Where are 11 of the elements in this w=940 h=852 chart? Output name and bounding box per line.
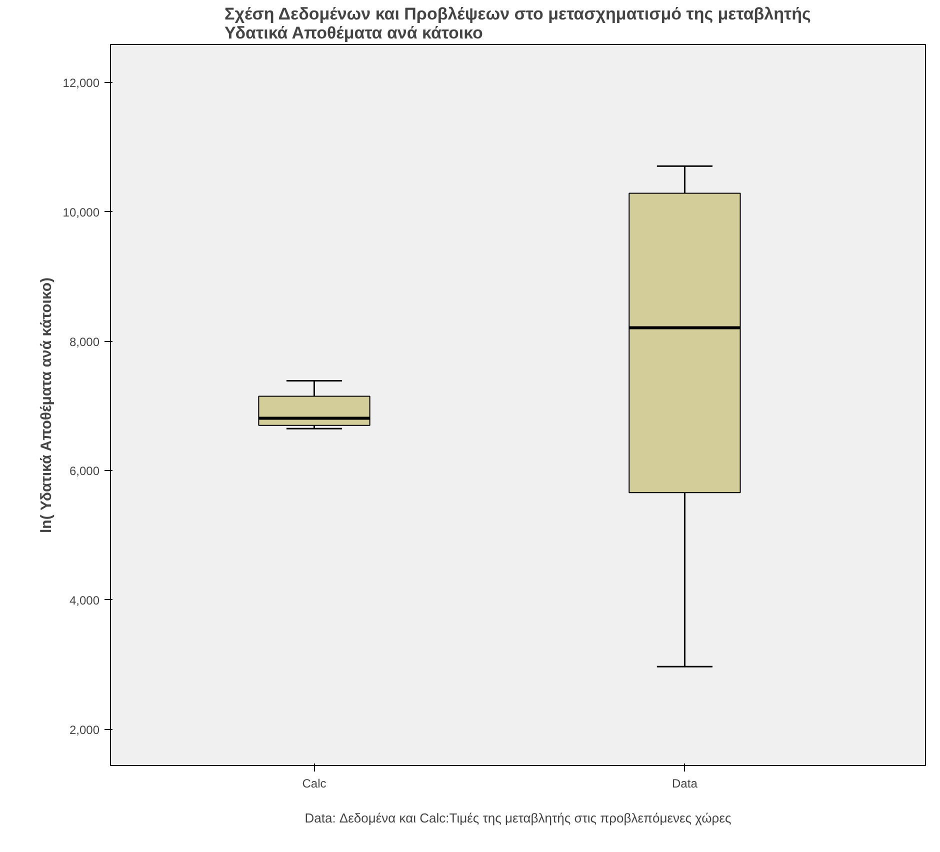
y-tick-label: 12,000 <box>62 76 100 90</box>
y-tick-label: 6,000 <box>69 464 100 478</box>
x-tick-label: Calc <box>302 776 326 790</box>
y-tick-label: 4,000 <box>69 593 100 608</box>
text: Data: Δεδομένα και Calc:Τιμές της μεταβλητής στις προβλεπόμενες χώρες <box>304 810 732 826</box>
x-tick-label: Data <box>672 776 698 790</box>
chart-title: Σχέση Δεδομένων και Προβλέψεων στο μετασχηματισμό της μεταβλητής Υδατικά Αποθέματα ανά κάτοικο <box>224 4 811 42</box>
y-axis-title: ln( Υδατικά Αποθέματα ανά κάτοικο) <box>38 278 55 534</box>
y-tick-label: 2,000 <box>69 722 100 737</box>
y-tick-label: 10,000 <box>62 205 100 220</box>
y-tick-label: 8,000 <box>69 334 100 349</box>
